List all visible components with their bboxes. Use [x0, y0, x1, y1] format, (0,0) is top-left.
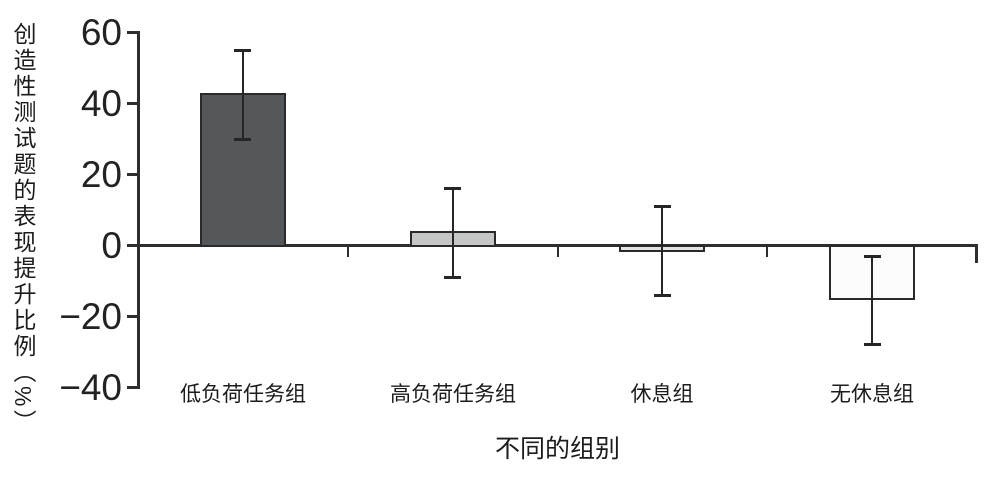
y-tick-label: 40 [80, 83, 122, 124]
error-bar-cap-bottom [234, 138, 251, 141]
error-bar-cap-top [234, 49, 251, 52]
category-label: 无休息组 [830, 383, 914, 406]
category-label: 休息组 [630, 383, 694, 406]
category-label: 高负荷任务组 [390, 383, 516, 406]
y-tick-label: −20 [59, 296, 122, 337]
error-bar-cap-bottom [444, 276, 461, 279]
error-bar-cap-bottom [864, 343, 881, 346]
error-bar-cap-top [864, 255, 881, 258]
error-bar-line [871, 256, 873, 345]
error-bar-line [242, 50, 244, 139]
x-axis-tick [557, 247, 559, 257]
error-bar-cap-top [444, 187, 461, 190]
error-bar-cap-bottom [654, 294, 671, 297]
y-tick-label: 60 [80, 12, 122, 53]
y-axis-tick [127, 102, 137, 105]
x-axis-tick [347, 247, 349, 257]
y-axis-tick [127, 31, 137, 34]
y-axis-tick [127, 386, 137, 389]
x-axis-tick [766, 247, 768, 257]
y-tick-label: 0 [101, 225, 122, 266]
y-axis-line [137, 31, 140, 389]
category-label: 低负荷任务组 [180, 383, 306, 406]
x-axis-line [137, 244, 978, 247]
y-axis-title: 创造性测试题的表现提升比例（%） [10, 22, 36, 436]
y-axis-tick [127, 315, 137, 318]
x-axis-end-tick [975, 246, 978, 263]
y-tick-label: −40 [59, 367, 122, 408]
y-axis-tick [127, 173, 137, 176]
y-axis-tick [127, 244, 137, 247]
x-axis-title: 不同的组别 [494, 435, 620, 463]
error-bar-line [661, 206, 663, 295]
error-bar-cap-top [654, 205, 671, 208]
y-tick-label: 20 [80, 154, 122, 195]
error-bar-line [452, 189, 454, 278]
